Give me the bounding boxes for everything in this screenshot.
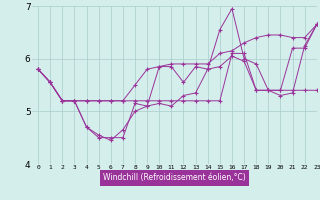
X-axis label: Windchill (Refroidissement éolien,°C): Windchill (Refroidissement éolien,°C) [103, 173, 246, 182]
